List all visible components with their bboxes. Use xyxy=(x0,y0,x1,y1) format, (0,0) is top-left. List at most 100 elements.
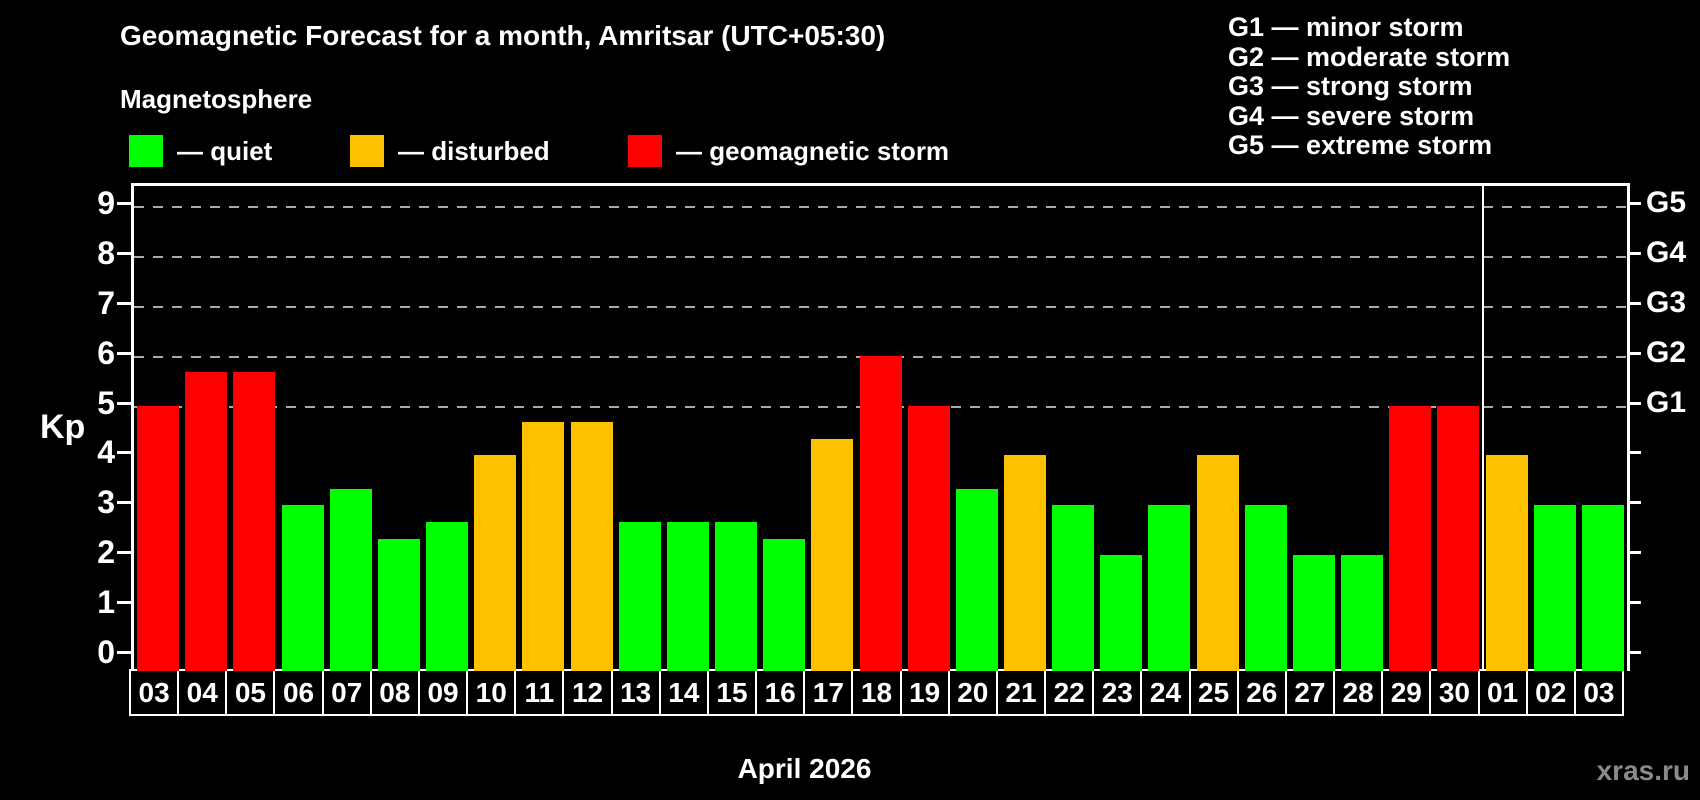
kp-bar-day-23 xyxy=(1100,555,1143,671)
y-tick-label-3: 3 xyxy=(97,484,115,521)
day-label-apr-23: 23 xyxy=(1092,669,1143,716)
day-label-apr-14: 14 xyxy=(658,669,709,716)
g-scale-label-G5: G5 xyxy=(1646,185,1687,219)
day-label-apr-27: 27 xyxy=(1284,669,1336,716)
left-tick-kp4 xyxy=(117,451,131,455)
kp-bar-day-09 xyxy=(426,521,469,671)
day-label-apr-07: 07 xyxy=(321,669,372,716)
kp-bar-day-27 xyxy=(1292,555,1335,671)
day-label-apr-13: 13 xyxy=(610,669,661,716)
day-label-apr-29: 29 xyxy=(1381,669,1432,716)
legend-item-quiet: — quiet xyxy=(129,135,272,167)
day-label-apr-26: 26 xyxy=(1236,669,1287,716)
kp-bar-day-07 xyxy=(329,488,372,671)
day-label-apr-15: 15 xyxy=(706,669,758,716)
g-scale-label-G3: G3 xyxy=(1646,285,1687,319)
right-tick-kp3 xyxy=(1627,501,1641,505)
g-legend-line-4: G4 — severe storm xyxy=(1228,100,1475,131)
right-tick-kp2 xyxy=(1627,551,1641,555)
kp-bar-day-18 xyxy=(859,355,902,671)
day-label-may-03: 03 xyxy=(1573,669,1624,716)
legend-label-quiet: — quiet xyxy=(177,135,273,166)
kp-bar-day-17 xyxy=(811,438,854,671)
kp-bar-day-08 xyxy=(377,538,420,671)
right-tick-kp8 xyxy=(1627,251,1641,255)
kp-bar-day-15 xyxy=(715,521,758,671)
day-label-apr-18: 18 xyxy=(851,669,902,716)
right-tick-kp5 xyxy=(1627,401,1641,405)
day-label-apr-21: 21 xyxy=(995,669,1047,716)
y-tick-label-5: 5 xyxy=(97,384,115,421)
day-label-apr-11: 11 xyxy=(514,669,565,716)
day-label-apr-12: 12 xyxy=(562,669,613,716)
g-scale-label-G1: G1 xyxy=(1646,385,1687,419)
left-tick-kp3 xyxy=(117,501,131,505)
day-label-apr-24: 24 xyxy=(1140,669,1191,716)
x-axis-title: April 2026 xyxy=(737,753,872,784)
gridline-kp9 xyxy=(134,205,1627,208)
day-label-apr-06: 06 xyxy=(273,669,324,716)
kp-bar-day-03 xyxy=(137,405,180,671)
kp-bar-day-16 xyxy=(763,538,806,671)
kp-bar-day-04 xyxy=(185,372,228,671)
kp-bar-day-11 xyxy=(522,421,565,671)
legend-item-storm: — geomagnetic storm xyxy=(628,135,949,167)
left-tick-kp6 xyxy=(117,351,131,355)
kp-bar-day-10 xyxy=(474,455,517,671)
right-tick-kp4 xyxy=(1627,451,1641,455)
left-tick-kp7 xyxy=(117,301,131,305)
g-scale-label-G2: G2 xyxy=(1646,335,1687,369)
y-tick-label-8: 8 xyxy=(97,234,115,271)
left-tick-kp9 xyxy=(117,201,131,205)
kp-bar-day-06 xyxy=(281,505,324,671)
day-label-may-01: 01 xyxy=(1477,669,1528,716)
day-label-apr-08: 08 xyxy=(369,669,420,716)
y-tick-label-4: 4 xyxy=(97,434,115,471)
disturbed-swatch-icon xyxy=(350,135,384,167)
storm-scale-legend: G1 — minor storm G2 — moderate storm G3 — … xyxy=(1228,12,1511,161)
day-label-may-02: 02 xyxy=(1525,669,1576,716)
kp-bar-day-13 xyxy=(618,521,661,671)
legend-item-disturbed: — disturbed xyxy=(350,135,550,167)
y-tick-label-1: 1 xyxy=(97,584,115,621)
day-label-apr-19: 19 xyxy=(899,669,950,716)
y-tick-label-0: 0 xyxy=(97,634,115,670)
chart-subtitle: Magnetosphere xyxy=(120,84,313,114)
left-tick-kp1 xyxy=(117,601,131,605)
g-scale-label-G4: G4 xyxy=(1646,235,1687,269)
kp-bar-day-21 xyxy=(1003,455,1046,671)
kp-bar-day-01 xyxy=(1485,455,1528,671)
kp-bar-day-05 xyxy=(233,372,276,671)
gridline-kp7 xyxy=(134,305,1627,308)
legend-label-disturbed: — disturbed xyxy=(398,135,550,166)
y-tick-label-2: 2 xyxy=(97,534,115,571)
month-divider xyxy=(1481,186,1484,671)
watermark: xras.ru xyxy=(1596,755,1690,786)
plot-area xyxy=(131,183,1630,671)
right-tick-kp1 xyxy=(1627,601,1641,605)
y-tick-label-9: 9 xyxy=(97,184,115,221)
y-tick-label-6: 6 xyxy=(97,334,115,371)
left-tick-kp8 xyxy=(117,251,131,255)
g-legend-line-3: G3 — strong storm xyxy=(1228,71,1473,101)
day-label-apr-16: 16 xyxy=(755,669,806,716)
g-legend-line-5: G5 — extreme storm xyxy=(1228,130,1493,160)
left-tick-kp2 xyxy=(117,551,131,555)
kp-bar-day-19 xyxy=(907,405,950,671)
kp-bar-day-14 xyxy=(666,521,709,671)
g-legend-line-1: G1 — minor storm xyxy=(1228,12,1464,42)
g-legend-line-2: G2 — moderate storm xyxy=(1228,41,1511,72)
day-label-apr-28: 28 xyxy=(1333,669,1384,716)
kp-bar-day-02 xyxy=(1533,505,1576,671)
storm-swatch-icon xyxy=(628,135,662,167)
kp-bar-day-26 xyxy=(1244,505,1287,671)
right-tick-kp7 xyxy=(1627,301,1641,305)
day-label-apr-30: 30 xyxy=(1429,669,1480,716)
day-label-apr-04: 04 xyxy=(177,669,228,716)
gridline-kp8 xyxy=(134,255,1627,258)
kp-bar-day-24 xyxy=(1148,505,1191,671)
day-label-apr-22: 22 xyxy=(1044,669,1095,716)
quiet-swatch-icon xyxy=(129,135,163,167)
y-axis-title: Kp xyxy=(40,408,86,446)
